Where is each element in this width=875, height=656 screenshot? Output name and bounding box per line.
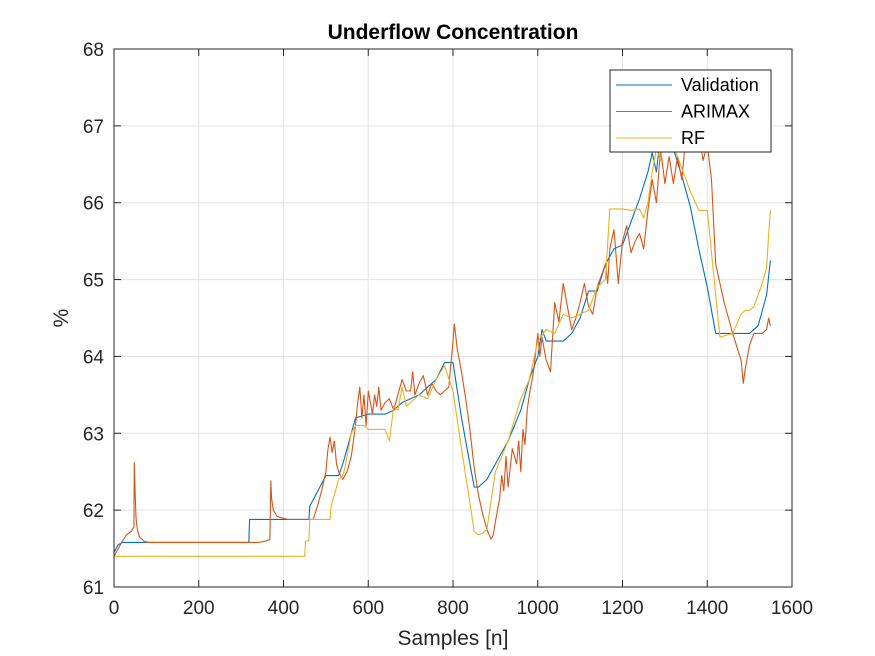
y-tick-label: 67 (83, 117, 104, 138)
y-tick-label: 65 (83, 271, 104, 292)
y-tick-label: 66 (83, 194, 104, 215)
x-tick-label: 400 (268, 598, 300, 619)
x-tick-label: 1000 (517, 598, 559, 619)
legend: Validation ARIMAX RF (609, 69, 772, 153)
x-tick-label: 0 (109, 598, 120, 619)
series-line-rf (114, 113, 771, 557)
y-tick-label: 64 (83, 347, 105, 368)
y-tick-label: 63 (83, 424, 104, 445)
x-axis-title: Samples [n] (398, 627, 509, 650)
y-tick-label: 62 (83, 501, 104, 522)
x-tick-label: 1400 (686, 598, 728, 619)
series-line-arimax (113, 121, 771, 557)
x-tick-label: 800 (437, 598, 469, 619)
x-tick-label: 1200 (601, 598, 643, 619)
chart-title: Underflow Concentration (328, 21, 579, 44)
grid (114, 49, 792, 587)
ticks: 0 200 400 600 800 1000 1200 1400 1600 61 62 63 64 65 6… (83, 40, 813, 619)
legend-label-rf: RF (681, 128, 705, 148)
y-tick-label: 68 (83, 40, 104, 61)
legend-label-validation: Validation (681, 75, 759, 95)
x-tick-label: 1600 (771, 598, 813, 619)
legend-label-arimax: ARIMAX (681, 102, 750, 122)
x-tick-label: 600 (352, 598, 384, 619)
y-tick-label: 61 (83, 578, 104, 599)
y-axis-title: % (50, 309, 73, 328)
x-tick-label: 200 (183, 598, 215, 619)
